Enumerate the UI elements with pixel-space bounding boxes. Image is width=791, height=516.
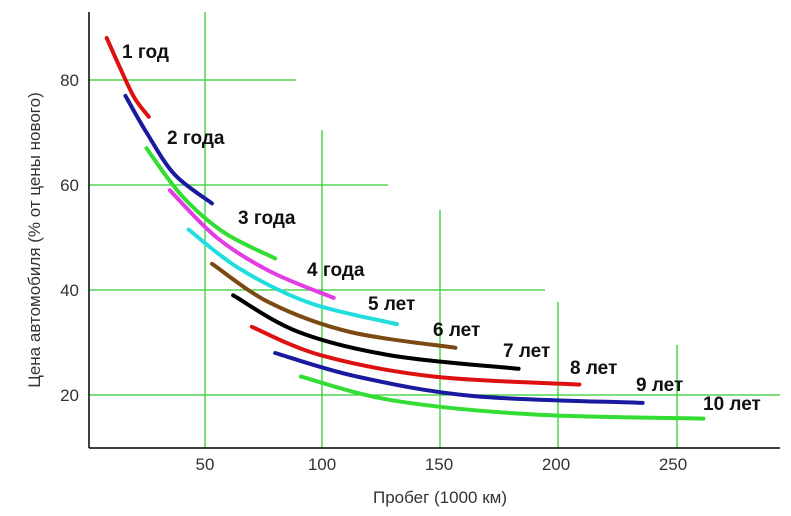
y-axis-title: Цена автомобиля (% от цены нового) xyxy=(25,92,44,387)
series-line xyxy=(231,293,521,371)
x-tick-label: 50 xyxy=(196,455,215,474)
series-label: 5 лет xyxy=(368,294,415,315)
series-label: 4 года xyxy=(307,260,365,281)
y-tick-label: 80 xyxy=(60,71,79,90)
series-line xyxy=(104,36,151,119)
series-line xyxy=(186,227,399,327)
series-lines xyxy=(104,36,706,421)
series-line xyxy=(144,146,278,261)
x-axis-title: Пробег (1000 км) xyxy=(373,488,507,507)
series-line xyxy=(273,351,645,405)
series-label: 7 лет xyxy=(503,341,550,362)
series-label: 2 года xyxy=(167,128,225,149)
series-label: 6 лет xyxy=(433,320,480,341)
y-tick-label: 40 xyxy=(60,281,79,300)
series-line xyxy=(123,93,214,206)
axes xyxy=(88,12,780,449)
series-label: 10 лет xyxy=(703,394,761,415)
series-line xyxy=(298,374,706,421)
series-label: 9 лет xyxy=(636,375,683,396)
y-tick-label: 20 xyxy=(60,386,79,405)
series-line xyxy=(249,324,582,387)
x-tick-label: 200 xyxy=(542,455,570,474)
series-label: 1 год xyxy=(122,42,169,63)
x-tick-label: 150 xyxy=(425,455,453,474)
tick-labels: 50 100 150 200 250 20 40 60 80 xyxy=(60,71,687,474)
series-label: 8 лет xyxy=(570,358,617,379)
series-line xyxy=(210,261,458,350)
y-tick-label: 60 xyxy=(60,176,79,195)
series-label: 3 года xyxy=(238,208,296,229)
series-line xyxy=(167,188,336,300)
x-tick-label: 100 xyxy=(308,455,336,474)
x-tick-label: 250 xyxy=(659,455,687,474)
